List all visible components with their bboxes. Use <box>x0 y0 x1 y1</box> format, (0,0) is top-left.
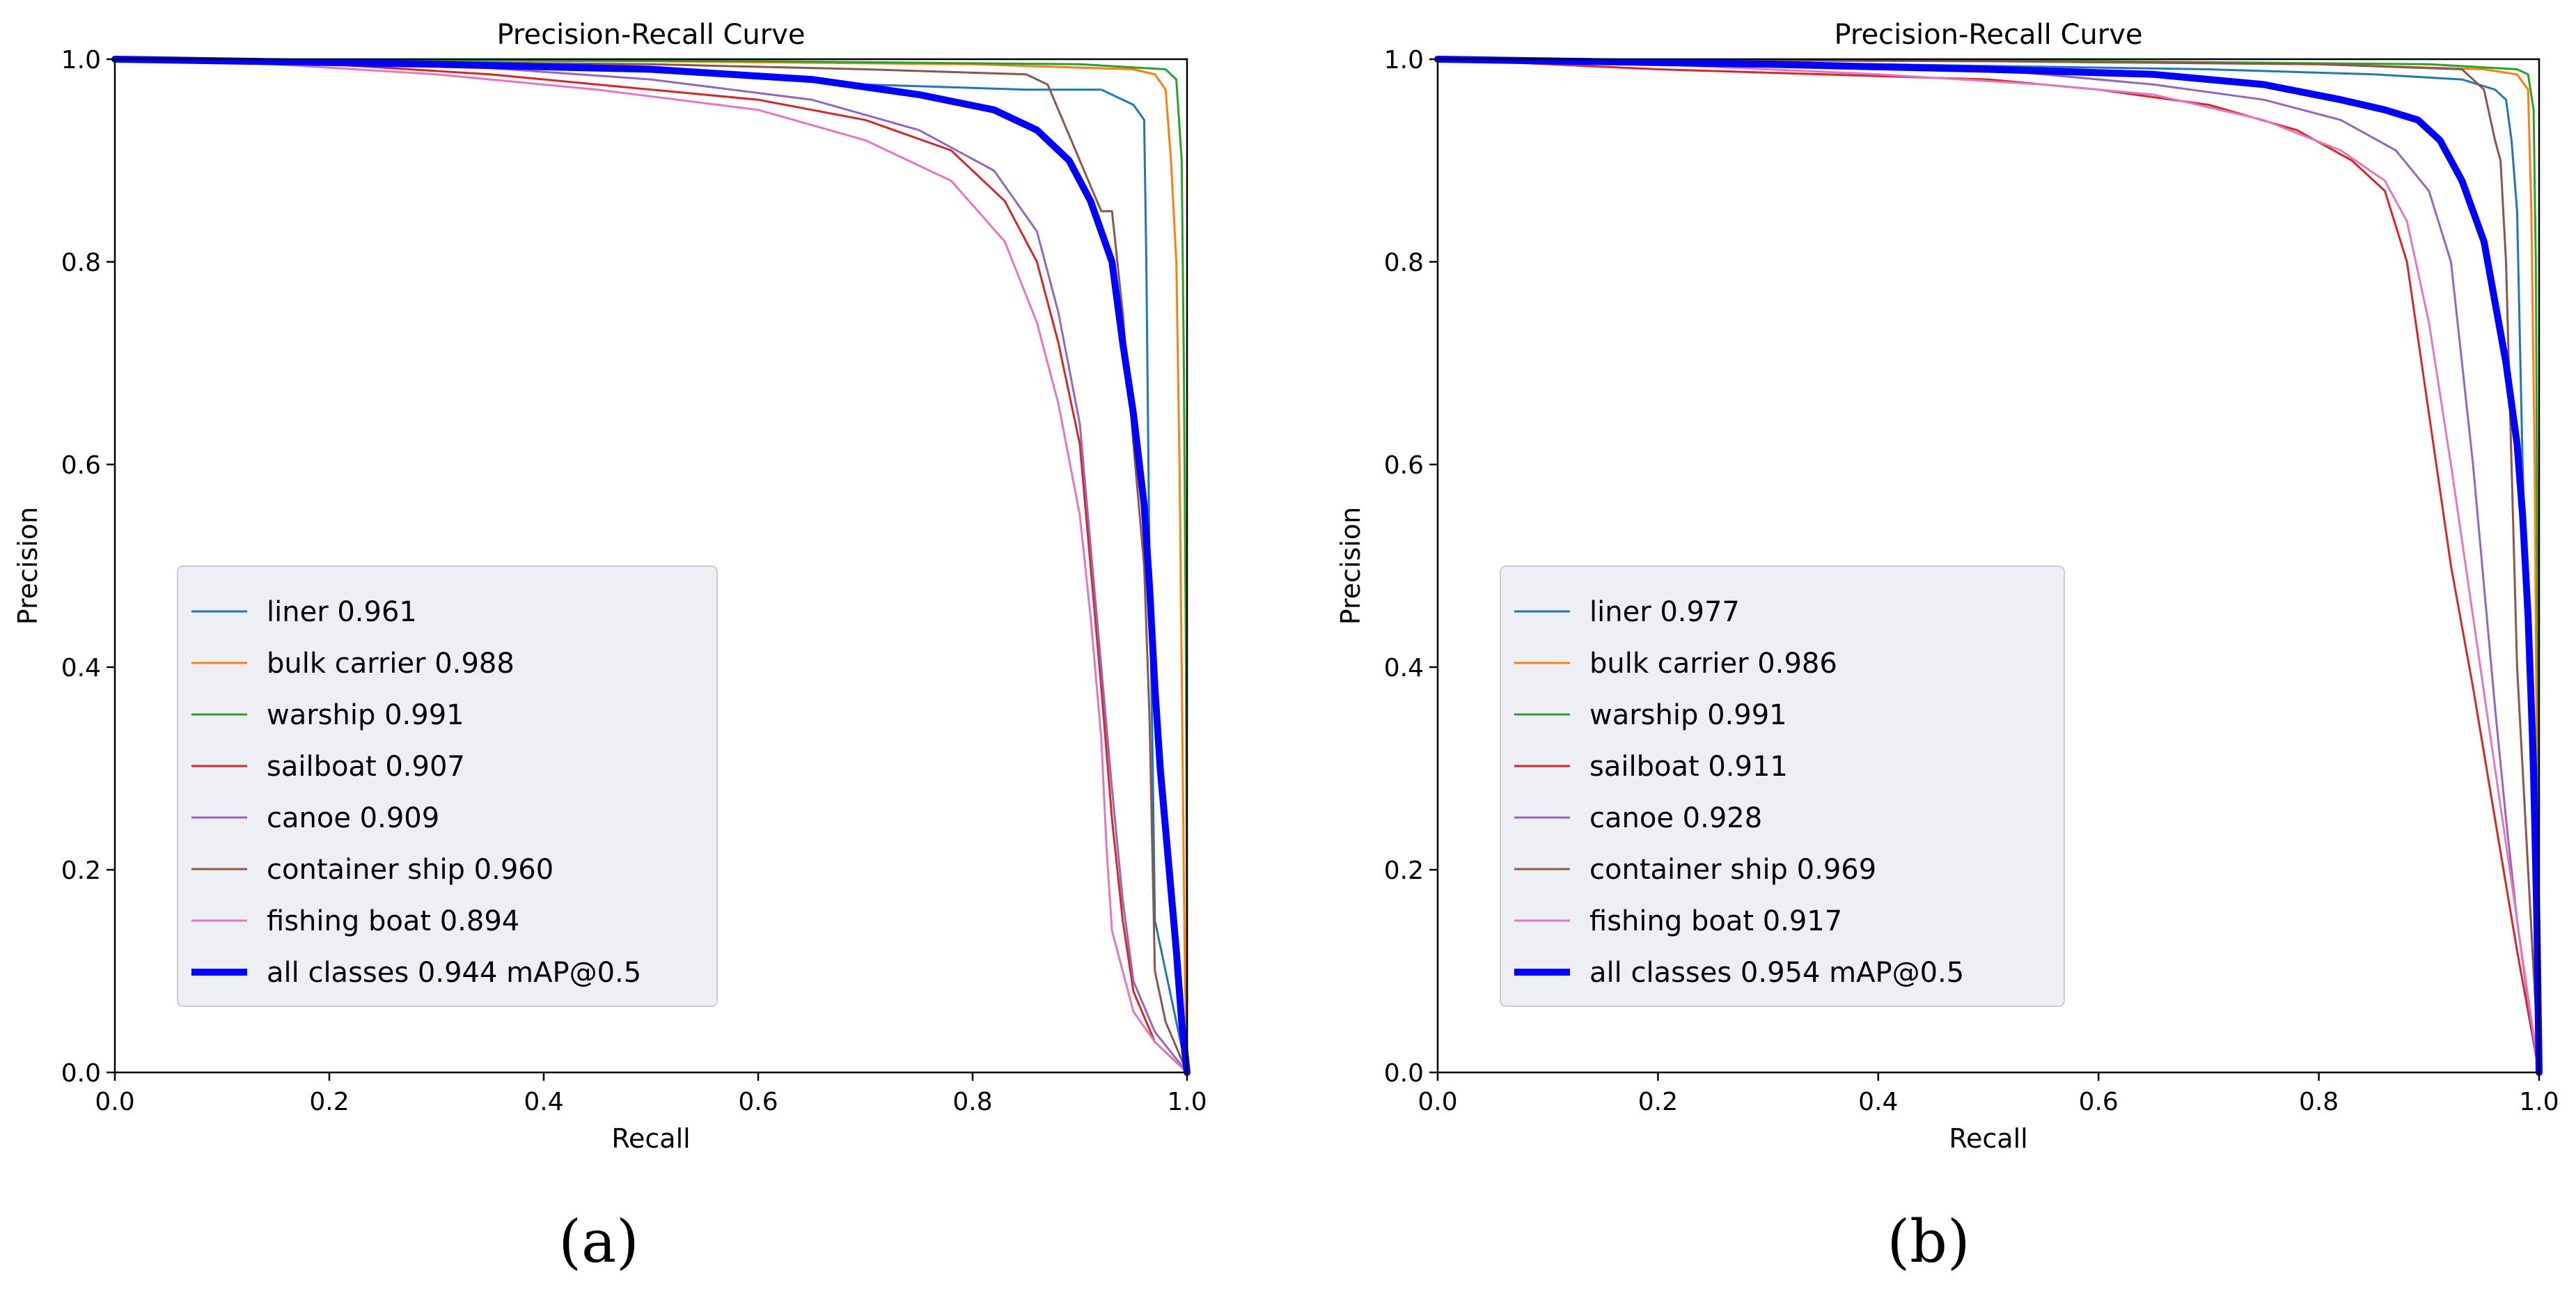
y-tick-label: 0.4 <box>1384 654 1424 682</box>
x-tick-label: 0.6 <box>738 1088 778 1116</box>
legend: liner 0.977 bulk carrier 0.986 warship 0.9… <box>1500 565 2065 1007</box>
series-line-6 <box>113 58 1188 1074</box>
legend-label: sailboat 0.907 <box>267 751 465 783</box>
x-tick-label: 0.4 <box>524 1088 563 1116</box>
x-tick-label: 0.0 <box>95 1088 134 1116</box>
chart-a: 0.0 0.2 0.4 0.6 0.8 1.0 0.0 0.2 0.4 0.6 0.8 1.0 Prec… <box>13 19 1207 1276</box>
legend-label: all classes 0.954 mAP@0.5 <box>1589 957 1964 989</box>
legend-label: sailboat 0.911 <box>1589 751 1788 783</box>
x-tick-label: 0.2 <box>309 1088 349 1116</box>
legend-label: liner 0.977 <box>1589 596 1740 628</box>
legend-label: canoe 0.909 <box>267 802 439 834</box>
x-tick-label: 0.0 <box>1417 1088 1457 1116</box>
legend-label: bulk carrier 0.986 <box>1589 648 1837 680</box>
x-tick-label: 0.8 <box>2299 1088 2339 1116</box>
legend-label: all classes 0.944 mAP@0.5 <box>267 957 641 989</box>
y-tick-label: 0.8 <box>1384 249 1424 277</box>
legend-label: container ship 0.960 <box>267 854 553 886</box>
x-tick-label: 0.6 <box>2079 1088 2119 1116</box>
series-line-7 <box>1434 56 2543 1076</box>
y-tick-label: 0.0 <box>1384 1059 1424 1088</box>
x-tick-label: 1.0 <box>2519 1088 2559 1116</box>
legend-label: warship 0.991 <box>267 699 464 731</box>
x-tick-label: 0.4 <box>1858 1088 1898 1116</box>
legend-label: bulk carrier 0.988 <box>267 648 515 680</box>
chart-title: Precision-Recall Curve <box>497 19 806 51</box>
series-line-5 <box>113 58 1188 1074</box>
chart-b: 0.0 0.2 0.4 0.6 0.8 1.0 0.0 0.2 0.4 0.6 0.8 1.0 Prec… <box>1335 19 2559 1276</box>
y-tick-label: 0.0 <box>61 1059 101 1088</box>
legend-box <box>1500 565 2065 1007</box>
panel-caption: (b) <box>1887 1208 1970 1276</box>
y-tick-label: 0.4 <box>61 654 101 682</box>
panel-caption: (a) <box>558 1208 639 1276</box>
axes-frame <box>1436 58 2540 1074</box>
legend: liner 0.961 bulk carrier 0.988 warship 0.9… <box>177 565 718 1007</box>
legend-label: fishing boat 0.894 <box>267 905 519 937</box>
x-tick-label: 1.0 <box>1167 1088 1207 1116</box>
series-lines <box>111 56 1191 1076</box>
series-line-3 <box>113 58 1188 1074</box>
legend-label: fishing boat 0.917 <box>1589 905 1842 937</box>
y-tick-label: 0.2 <box>61 857 101 885</box>
y-tick-label: 0.8 <box>61 249 101 277</box>
series-lines <box>1434 56 2543 1076</box>
y-tick-label: 1.0 <box>1384 46 1424 75</box>
series-line-6 <box>1436 58 2540 1074</box>
y-tick-label: 0.6 <box>61 451 101 480</box>
legend-label: warship 0.991 <box>1589 699 1787 731</box>
y-tick-label: 1.0 <box>61 46 101 75</box>
y-axis-label: Precision <box>1335 507 1366 625</box>
series-line-4 <box>113 58 1188 1074</box>
legend-label: canoe 0.928 <box>1589 802 1762 834</box>
series-line-5 <box>1436 58 2540 1074</box>
axes-frame <box>113 58 1188 1074</box>
series-line-4 <box>1436 58 2540 1074</box>
chart-title: Precision-Recall Curve <box>1835 19 2143 51</box>
x-tick-label: 0.8 <box>952 1088 992 1116</box>
y-axis-label: Precision <box>13 507 43 625</box>
legend-label: container ship 0.969 <box>1589 854 1876 886</box>
legend-label: liner 0.961 <box>267 596 417 628</box>
y-tick-label: 0.2 <box>1384 857 1424 885</box>
x-tick-label: 0.2 <box>1638 1088 1678 1116</box>
series-line-7 <box>111 56 1191 1076</box>
legend-box <box>177 565 718 1007</box>
x-axis-label: Recall <box>1949 1123 2027 1154</box>
x-axis-label: Recall <box>611 1123 690 1154</box>
y-tick-label: 0.6 <box>1384 451 1424 480</box>
